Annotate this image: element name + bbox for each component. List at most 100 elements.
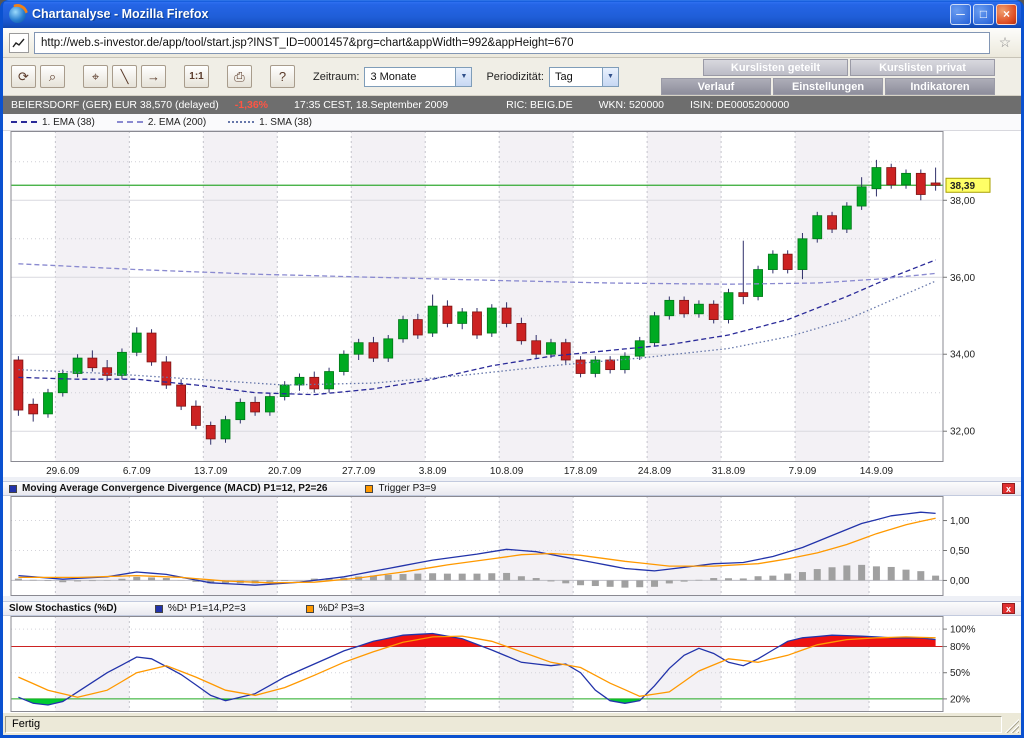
legend-item-sma38[interactable]: 1. SMA (38) [228,117,312,128]
periodizitaet-select[interactable]: Tag ▼ [549,67,619,87]
svg-text:36,00: 36,00 [950,273,975,284]
svg-text:20.7.09: 20.7.09 [268,466,302,477]
one-to-one-button[interactable]: 1:1 [184,65,209,88]
stochastics-chart[interactable]: 100% 80% 50% 20% [3,616,1021,712]
svg-text:13.7.09: 13.7.09 [194,466,228,477]
firefox-icon [9,6,26,23]
stoch-d2-label: %D² P3=3 [319,603,365,614]
svg-text:0,50: 0,50 [950,546,970,557]
window-title: Chartanalyse - Mozilla Firefox [32,7,948,21]
svg-text:0,00: 0,00 [950,576,970,587]
indikatoren-button[interactable]: Indikatoren [885,78,995,95]
chevron-down-icon: ▼ [602,68,618,86]
sma38-line-swatch [228,121,254,123]
titlebar: Chartanalyse - Mozilla Firefox ─ □ × [3,0,1021,28]
verlauf-button[interactable]: Verlauf [661,78,771,95]
crosshair-button[interactable]: ⌖ [83,65,108,88]
one-to-one-icon: 1:1 [189,71,203,82]
url-input[interactable]: http://web.s-investor.de/app/tool/start.… [34,32,990,54]
macd-chart[interactable]: 1,00 0,50 0,00 [3,496,1021,596]
zoom-button[interactable]: ⌕ [40,65,65,88]
trendline-button[interactable]: ╲ [112,65,137,88]
svg-text:14.9.09: 14.9.09 [860,466,894,477]
macd-close-button[interactable]: x [1002,483,1015,494]
status-text: Fertig [5,716,1002,733]
svg-text:100%: 100% [950,625,976,636]
instrument-name: BEIERSDORF (GER) EUR 38,570 (delayed) [11,99,219,111]
quote-time: 17:35 CEST, 18.September 2009 [294,99,448,111]
minimize-button[interactable]: ─ [950,4,971,25]
periodizitaet-value: Tag [550,71,602,83]
quote-isin: ISIN: DE0005200000 [690,99,789,111]
ema200-line-swatch [117,121,143,123]
svg-text:31.8.09: 31.8.09 [712,466,746,477]
goto-icon: → [147,69,160,84]
zoom-icon: ⌕ [49,69,56,85]
url-text: http://web.s-investor.de/app/tool/start.… [41,37,574,49]
nav-buttons: Kurslisten geteilt Kurslisten privat Ver… [659,58,995,96]
svg-text:38,00: 38,00 [950,196,975,207]
zeitraum-select[interactable]: 3 Monate ▼ [364,67,472,87]
overlay-legend: 1. EMA (38) 2. EMA (200) 1. SMA (38) [3,114,1021,131]
macd-title: Moving Average Convergence Divergence (M… [22,483,327,494]
svg-text:50%: 50% [950,668,970,679]
legend-label: 2. EMA (200) [148,117,206,128]
resize-grip[interactable] [1004,716,1019,733]
quote-bar: BEIERSDORF (GER) EUR 38,570 (delayed) -1… [3,96,1021,114]
location-bar: http://web.s-investor.de/app/tool/start.… [3,28,1021,58]
refresh-button[interactable]: ⟳ [11,65,36,88]
stoch-d2-swatch [306,605,314,613]
svg-text:20%: 20% [950,694,970,705]
stochastics-panel-header: Slow Stochastics (%D) %D¹ P1=14,P2=3 %D²… [3,601,1021,616]
svg-text:3.8.09: 3.8.09 [419,466,447,477]
crosshair-icon: ⌖ [92,69,99,85]
stochastics-title: Slow Stochastics (%D) [9,603,117,614]
quote-change: -1,36% [235,99,268,111]
bookmark-star-icon[interactable]: ☆ [995,34,1015,51]
legend-item-ema38[interactable]: 1. EMA (38) [11,117,95,128]
status-bar: Fertig [3,712,1021,735]
svg-text:27.7.09: 27.7.09 [342,466,376,477]
refresh-icon: ⟳ [18,69,29,85]
trendline-icon: ╲ [121,69,129,85]
einstellungen-button[interactable]: Einstellungen [773,78,883,95]
stoch-d1-label: %D¹ P1=14,P2=3 [168,603,246,614]
stochastics-close-button[interactable]: x [1002,603,1015,614]
quote-ric: RIC: BEIG.DE [506,99,573,111]
svg-text:6.7.09: 6.7.09 [123,466,151,477]
maximize-button[interactable]: □ [973,4,994,25]
svg-text:24.8.09: 24.8.09 [638,466,672,477]
help-icon: ? [279,69,286,84]
close-button[interactable]: × [996,4,1017,25]
print-button[interactable]: ⎙ [227,65,252,88]
zeitraum-value: 3 Monate [365,71,455,83]
trigger-label: Trigger P3=9 [378,483,436,494]
legend-label: 1. SMA (38) [259,117,312,128]
print-icon: ⎙ [234,69,244,85]
kurslisten-geteilt-button[interactable]: Kurslisten geteilt [703,59,848,76]
help-button[interactable]: ? [270,65,295,88]
svg-text:34,00: 34,00 [950,350,975,361]
legend-label: 1. EMA (38) [42,117,95,128]
periodizitaet-label: Periodizität: [486,71,543,83]
kurslisten-privat-button[interactable]: Kurslisten privat [850,59,995,76]
svg-text:7.9.09: 7.9.09 [789,466,817,477]
zeitraum-label: Zeitraum: [313,71,359,83]
quote-wkn: WKN: 520000 [599,99,664,111]
goto-button[interactable]: → [141,65,166,88]
svg-text:17.8.09: 17.8.09 [564,466,598,477]
price-candlestick-chart[interactable]: 38,0036,0034,0032,0038,3929.6.096.7.0913… [3,131,1021,477]
ema38-line-swatch [11,121,37,123]
chevron-down-icon: ▼ [455,68,471,86]
stoch-d1-swatch [155,605,163,613]
svg-text:10.8.09: 10.8.09 [490,466,524,477]
macd-line-swatch [9,485,17,493]
svg-text:1,00: 1,00 [950,516,970,527]
firefox-window: Chartanalyse - Mozilla Firefox ─ □ × htt… [0,0,1024,738]
svg-text:38,39: 38,39 [950,181,975,192]
macd-panel-header: Moving Average Convergence Divergence (M… [3,481,1021,496]
svg-text:80%: 80% [950,642,970,653]
legend-item-ema200[interactable]: 2. EMA (200) [117,117,206,128]
trigger-line-swatch [365,485,373,493]
svg-text:32,00: 32,00 [950,427,975,438]
